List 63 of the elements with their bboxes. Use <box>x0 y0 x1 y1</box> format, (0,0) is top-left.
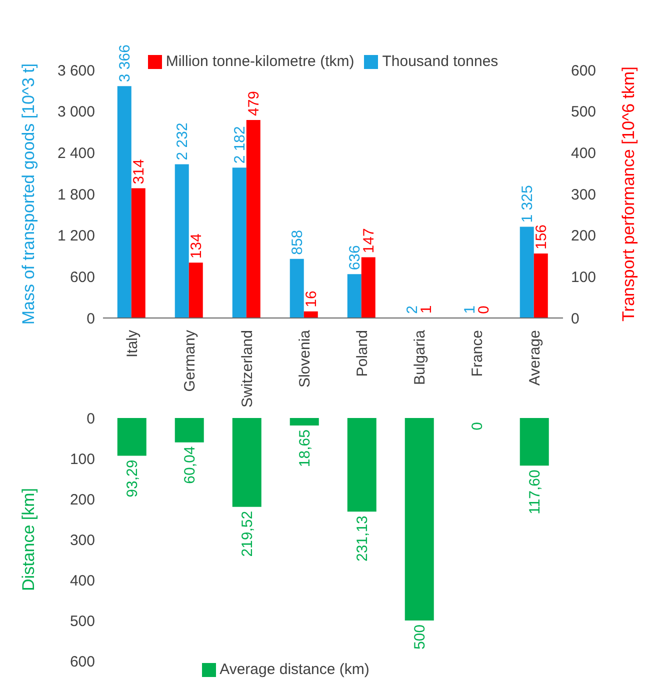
y2-tick-label: 300 <box>571 186 596 204</box>
data-label: 858 <box>288 230 306 255</box>
bar <box>117 418 146 456</box>
data-label: 60,04 <box>181 446 198 484</box>
bar <box>290 258 304 318</box>
y-tick-label: 500 <box>70 612 95 630</box>
x-tick-label: Germany <box>181 330 198 392</box>
x-tick-label: Poland <box>354 330 371 377</box>
legend-label: Million tonne-kilometre (tkm) <box>166 53 354 70</box>
data-label: 479 <box>245 90 262 116</box>
legend-label: Average distance (km) <box>220 661 370 678</box>
legend-label: Thousand tonnes <box>382 53 498 70</box>
y2-tick-label: 600 <box>571 62 596 80</box>
y-tick-label: 1 200 <box>57 228 95 245</box>
bar <box>404 418 434 620</box>
x-tick-label: Switzerland <box>238 330 256 408</box>
y-tick-label: 1 800 <box>57 186 95 204</box>
y2-tick-label: 200 <box>571 228 596 245</box>
data-label: 0 <box>468 422 486 430</box>
y-axis-title: Distance [km] <box>19 488 38 591</box>
y-tick-label: 0 <box>86 410 95 428</box>
y-tick-label: 3 000 <box>57 104 95 121</box>
y-tick-label: 300 <box>70 532 95 549</box>
y-tick-label: 200 <box>70 491 95 508</box>
data-label: 18,65 <box>296 430 314 468</box>
bar <box>520 418 549 466</box>
data-label: 2 182 <box>231 126 248 164</box>
y-tick-label: 400 <box>70 572 95 590</box>
y-tick-label: 2 400 <box>57 144 95 162</box>
y-tick-label: 600 <box>70 653 95 670</box>
y2-tick-label: 100 <box>571 268 596 286</box>
data-label: 3 366 <box>116 44 134 82</box>
data-label: 16 <box>302 290 320 308</box>
data-label: 117,60 <box>526 470 544 514</box>
y-tick-label: 600 <box>70 268 95 286</box>
y-axis-title: Mass of transported goods [10^3 t] <box>19 63 38 325</box>
bar <box>290 418 319 426</box>
data-label: 156 <box>532 224 550 250</box>
x-tick-label: Slovenia <box>296 329 314 388</box>
x-tick-label: Average <box>526 330 544 386</box>
y-tick-label: 100 <box>70 450 95 468</box>
data-label: 2 232 <box>174 122 191 160</box>
bar <box>304 311 318 318</box>
bar <box>174 418 204 442</box>
x-tick-label: Bulgaria <box>411 329 428 386</box>
bar <box>174 164 189 318</box>
y2-tick-label: 500 <box>571 104 596 121</box>
bar <box>232 418 262 507</box>
data-label: 314 <box>130 159 148 184</box>
data-label: 1 325 <box>518 185 536 223</box>
data-label: 134 <box>188 234 205 259</box>
bar <box>347 418 376 512</box>
data-label: 219,52 <box>238 510 256 557</box>
x-tick-label: Italy <box>124 330 141 358</box>
y-tick-label: 3 600 <box>57 62 95 80</box>
y2-axis-title: Transport performance [10^6 tkm] <box>619 66 638 322</box>
y2-tick-label: 0 <box>571 310 580 328</box>
x-tick-label: France <box>468 330 486 377</box>
y2-tick-label: 400 <box>571 144 596 162</box>
y-tick-label: 0 <box>86 310 95 328</box>
data-label: 231,13 <box>354 516 371 562</box>
data-label: 93,29 <box>124 460 141 498</box>
data-label: 500 <box>411 624 428 650</box>
